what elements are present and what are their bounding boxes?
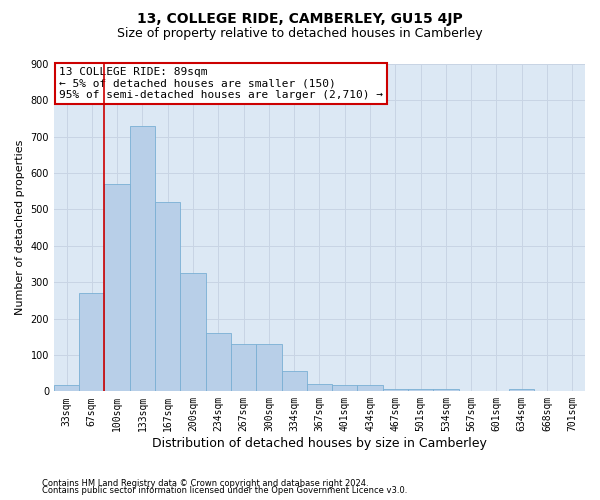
Bar bbox=[358, 385, 383, 392]
X-axis label: Distribution of detached houses by size in Camberley: Distribution of detached houses by size … bbox=[152, 437, 487, 450]
Bar bbox=[509, 389, 535, 392]
Y-axis label: Number of detached properties: Number of detached properties bbox=[15, 140, 25, 316]
Bar bbox=[281, 372, 307, 392]
Bar bbox=[433, 389, 458, 392]
Bar bbox=[231, 344, 256, 392]
Bar bbox=[383, 389, 408, 392]
Text: 13 COLLEGE RIDE: 89sqm
← 5% of detached houses are smaller (150)
95% of semi-det: 13 COLLEGE RIDE: 89sqm ← 5% of detached … bbox=[59, 68, 383, 100]
Text: Size of property relative to detached houses in Camberley: Size of property relative to detached ho… bbox=[117, 28, 483, 40]
Bar bbox=[332, 385, 358, 392]
Bar bbox=[104, 184, 130, 392]
Bar bbox=[206, 333, 231, 392]
Text: Contains HM Land Registry data © Crown copyright and database right 2024.: Contains HM Land Registry data © Crown c… bbox=[42, 478, 368, 488]
Text: 13, COLLEGE RIDE, CAMBERLEY, GU15 4JP: 13, COLLEGE RIDE, CAMBERLEY, GU15 4JP bbox=[137, 12, 463, 26]
Bar bbox=[181, 273, 206, 392]
Bar bbox=[560, 390, 585, 392]
Bar bbox=[408, 389, 433, 392]
Bar bbox=[256, 344, 281, 392]
Text: Contains public sector information licensed under the Open Government Licence v3: Contains public sector information licen… bbox=[42, 486, 407, 495]
Bar bbox=[155, 202, 181, 392]
Bar bbox=[79, 293, 104, 392]
Bar bbox=[54, 385, 79, 392]
Bar bbox=[307, 384, 332, 392]
Bar bbox=[130, 126, 155, 392]
